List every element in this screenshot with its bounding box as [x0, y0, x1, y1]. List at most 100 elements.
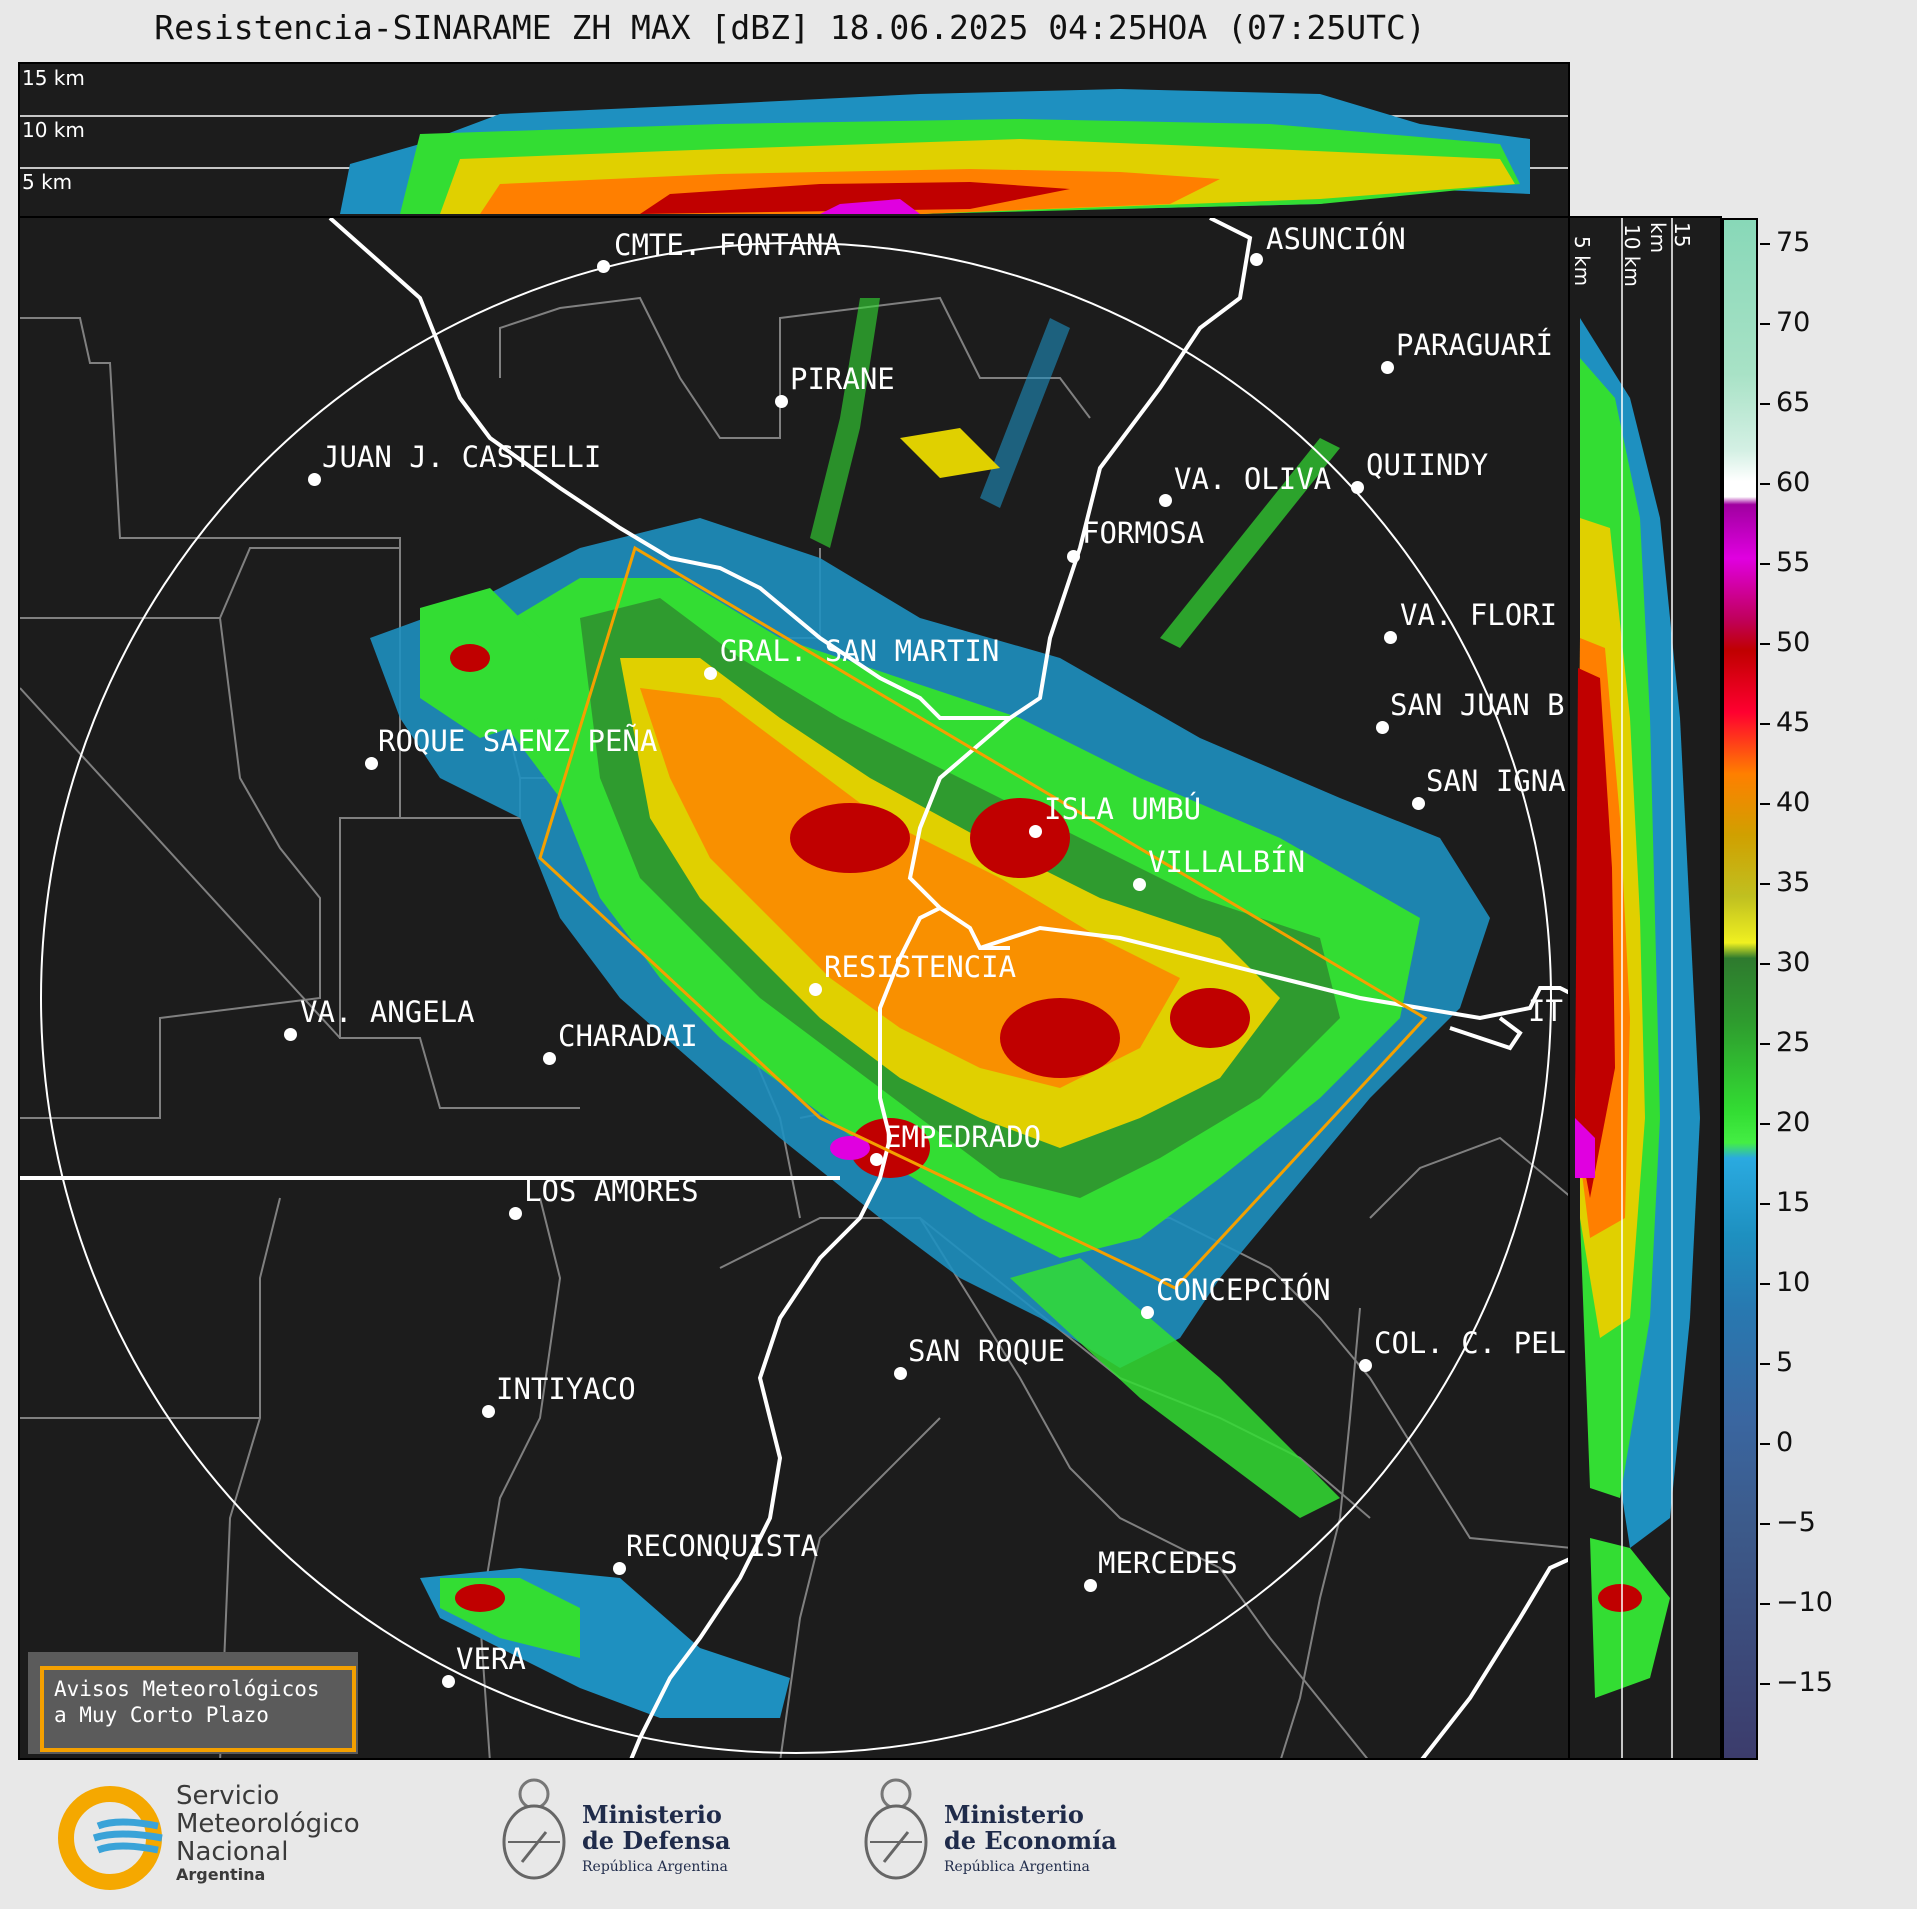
- cb-tick: [1760, 403, 1770, 405]
- cb-label: 65: [1776, 387, 1811, 418]
- city-dot: [1084, 1579, 1097, 1592]
- cb-tick: [1760, 1043, 1770, 1045]
- city-dot: [597, 260, 610, 273]
- city-dot: [894, 1367, 907, 1380]
- height-label-10km: 10 km: [22, 118, 85, 142]
- city-label-reconquista: RECONQUISTA: [626, 1529, 819, 1563]
- city-label-col-c-pel: COL. C. PEL: [1374, 1326, 1567, 1360]
- city-dot: [1359, 1359, 1372, 1372]
- city-dot: [308, 473, 321, 486]
- cb-tick: [1760, 963, 1770, 965]
- city-label-isla-umbu: ISLA UMBÚ: [1044, 792, 1202, 826]
- city-label-va-oliva: VA. OLIVA: [1174, 462, 1332, 496]
- city-label-san-igna: SAN IGNA: [1426, 764, 1566, 798]
- cb-tick: [1760, 1123, 1770, 1125]
- coat-of-arms-icon: [864, 1778, 928, 1880]
- cb-tick: [1760, 883, 1770, 885]
- cb-label: 40: [1776, 787, 1811, 818]
- cb-label: 30: [1776, 947, 1811, 978]
- city-label-quiindy: QUIINDY: [1366, 448, 1489, 482]
- radar-map-panel: CMTE. FONTANA ASUNCIÓN PARAGUARÍ PIRANE …: [18, 216, 1570, 1760]
- city-label-vera: VERA: [456, 1642, 526, 1676]
- height-label-15km: 15 km: [22, 66, 85, 90]
- cb-tick: [1760, 563, 1770, 565]
- side-profile-echoes: [1575, 218, 1700, 1758]
- city-label-villalbin: VILLALBÍN: [1148, 845, 1306, 879]
- defensa-line1: Ministerio: [582, 1800, 722, 1829]
- city-dot: [870, 1153, 883, 1166]
- city-label-resistencia: RESISTENCIA: [824, 950, 1017, 984]
- city-dot: [775, 395, 788, 408]
- cb-tick: [1760, 243, 1770, 245]
- city-label-gral-san-martin: GRAL. SAN MARTIN: [720, 634, 1000, 668]
- city-dot: [1351, 481, 1364, 494]
- city-label-formosa: FORMOSA: [1082, 516, 1205, 550]
- city-label-mercedes: MERCEDES: [1098, 1546, 1238, 1580]
- city-dot: [1381, 361, 1394, 374]
- alert-box-frame: Avisos Meteorológicos a Muy Corto Plazo: [40, 1666, 356, 1752]
- city-label-it: IT: [1528, 994, 1563, 1028]
- smn-line4: Argentina: [176, 1865, 266, 1884]
- cb-label: 55: [1776, 547, 1811, 578]
- cb-tick: [1760, 643, 1770, 645]
- city-label-concepcion: CONCEPCIÓN: [1156, 1273, 1331, 1307]
- city-dot: [543, 1052, 556, 1065]
- cb-label: 70: [1776, 307, 1811, 338]
- city-dot: [1376, 721, 1389, 734]
- side-height-label-5km: 5 km: [1570, 236, 1594, 287]
- cb-tick: [1760, 803, 1770, 805]
- coat-of-arms-icon: [502, 1778, 566, 1880]
- city-dot: [1384, 631, 1397, 644]
- city-dot: [1133, 878, 1146, 891]
- cb-label: 75: [1776, 227, 1811, 258]
- city-dot: [365, 757, 378, 770]
- map-title: Resistencia-SINARAME ZH MAX [dBZ] 18.06.…: [154, 8, 1426, 47]
- cb-label: −15: [1776, 1667, 1833, 1698]
- smn-line3: Nacional: [176, 1837, 289, 1867]
- smn-logo: Servicio Meteorológico Nacional Argentin…: [58, 1782, 398, 1892]
- city-label-cmte-fontana: CMTE. FONTANA: [614, 228, 841, 262]
- city-label-empedrado: EMPEDRADO: [884, 1120, 1042, 1154]
- cb-tick: [1760, 1363, 1770, 1365]
- city-label-los-amores: LOS AMORES: [524, 1174, 699, 1208]
- city-dot: [1412, 797, 1425, 810]
- cb-label: 5: [1776, 1347, 1794, 1378]
- cb-label: 45: [1776, 707, 1811, 738]
- smn-emblem-icon: [58, 1786, 163, 1890]
- city-label-intiyaco: INTIYACO: [496, 1372, 636, 1406]
- warning-polygon: [538, 545, 1428, 1290]
- alert-line1: Avisos Meteorológicos: [54, 1677, 320, 1701]
- cb-tick: [1760, 1683, 1770, 1685]
- city-dot: [1250, 253, 1263, 266]
- city-label-juan-j-castelli: JUAN J. CASTELLI: [322, 440, 602, 474]
- cb-label: 10: [1776, 1267, 1811, 1298]
- city-label-san-juan-b: SAN JUAN B: [1390, 688, 1565, 722]
- smn-line2: Meteorológico: [176, 1809, 360, 1839]
- city-label-charadai: CHARADAI: [558, 1019, 698, 1053]
- height-label-5km: 5 km: [22, 170, 73, 194]
- dbz-colorbar: [1722, 218, 1758, 1760]
- cb-tick: [1760, 723, 1770, 725]
- side-height-label-15km: 15 km: [1646, 222, 1694, 254]
- cb-label: −10: [1776, 1587, 1833, 1618]
- economia-line3: República Argentina: [944, 1859, 1090, 1875]
- top-profile-echoes: [20, 89, 1568, 214]
- cb-label: −5: [1776, 1507, 1816, 1538]
- defensa-logo: Ministerio de Defensa República Argentin…: [494, 1772, 754, 1897]
- city-dot: [442, 1675, 455, 1688]
- city-dot: [809, 983, 822, 996]
- cb-tick: [1760, 1203, 1770, 1205]
- cb-tick: [1760, 483, 1770, 485]
- border-rivers: [20, 218, 1568, 1758]
- city-dot: [613, 1562, 626, 1575]
- radar-echoes: [370, 298, 1490, 1718]
- cb-tick: [1760, 1523, 1770, 1525]
- city-label-san-roque: SAN ROQUE: [908, 1334, 1066, 1368]
- economia-logo: Ministerio de Economía República Argenti…: [856, 1772, 1136, 1897]
- cb-label: 20: [1776, 1107, 1811, 1138]
- city-label-roque-saenz-pena: ROQUE SAENZ PEÑA: [378, 724, 658, 758]
- defensa-line3: República Argentina: [582, 1859, 728, 1875]
- city-label-asuncion: ASUNCIÓN: [1266, 222, 1406, 256]
- city-label-va-angela: VA. ANGELA: [300, 995, 475, 1029]
- cb-label: 60: [1776, 467, 1811, 498]
